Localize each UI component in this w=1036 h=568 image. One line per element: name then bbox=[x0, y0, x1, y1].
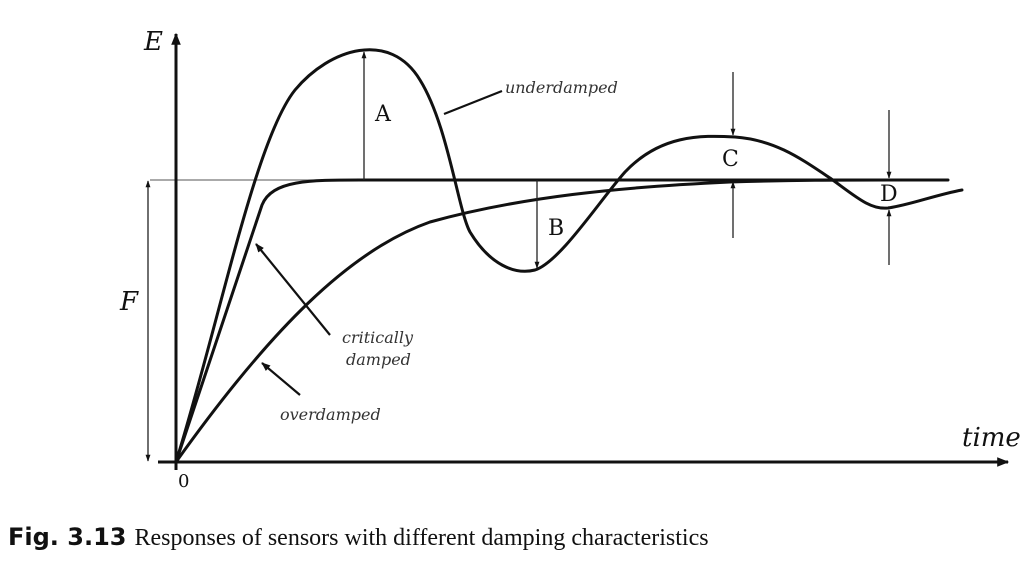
overdamped-curve bbox=[174, 178, 902, 464]
critically-damped-label-line1: critically bbox=[342, 328, 414, 347]
critically-damped-curve bbox=[174, 178, 950, 464]
overdamped-leader bbox=[261, 362, 301, 396]
critically-damped-label-line2: damped bbox=[346, 350, 411, 369]
caption-number: Fig. 3.13 bbox=[8, 523, 127, 551]
caption-text: Responses of sensors with different damp… bbox=[134, 525, 709, 551]
marker-d: D bbox=[880, 182, 898, 207]
marker-c: C bbox=[722, 147, 739, 172]
overdamped-label: overdamped bbox=[280, 405, 381, 424]
underdamped-label: underdamped bbox=[505, 78, 618, 97]
underdamped-leader bbox=[443, 89, 503, 116]
underdamped-curve bbox=[174, 48, 964, 464]
x-axis-label: time bbox=[962, 423, 1021, 453]
critically-damped-leader bbox=[255, 243, 331, 336]
figure-caption: Fig. 3.13 Responses of sensors with diffe… bbox=[8, 523, 709, 552]
y-axis-label: E bbox=[143, 27, 163, 57]
origin-label: 0 bbox=[178, 471, 189, 492]
marker-a: A bbox=[374, 102, 392, 127]
marker-b: B bbox=[548, 216, 564, 241]
final-value-label: F bbox=[119, 287, 139, 317]
